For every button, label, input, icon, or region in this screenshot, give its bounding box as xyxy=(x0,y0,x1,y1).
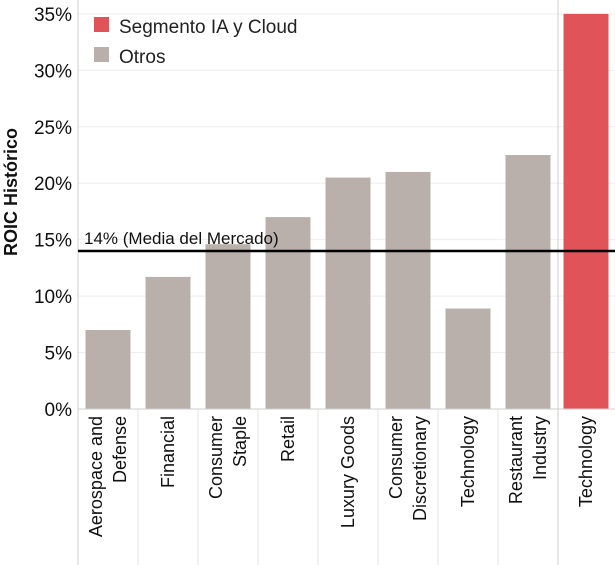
y-tick-labels: 0% 5% 10% 15% 20% 25% 30% 35% xyxy=(34,5,72,421)
category-label: Aerospace and xyxy=(86,416,106,537)
category-label: Technology xyxy=(576,416,596,507)
bar xyxy=(265,217,311,409)
y-tick-label: 30% xyxy=(34,61,72,82)
bar xyxy=(563,13,609,409)
category-label: Discretionary xyxy=(410,416,430,521)
category-label: Retail xyxy=(278,416,298,462)
reference-line-group: 14% (Media del Mercado) xyxy=(78,229,615,253)
y-tick-label: 25% xyxy=(34,118,72,139)
y-tick-label: 35% xyxy=(34,5,72,26)
reference-line-label: 14% (Media del Mercado) xyxy=(84,229,279,248)
category-label: Consumer xyxy=(206,416,226,499)
bar xyxy=(445,308,491,409)
y-tick-label: 15% xyxy=(34,231,72,252)
bars xyxy=(85,13,609,409)
bar xyxy=(145,276,191,409)
legend-swatch-ia-cloud xyxy=(94,17,109,32)
bar xyxy=(205,244,251,409)
bar xyxy=(85,329,131,409)
category-label: Consumer xyxy=(386,416,406,499)
axes xyxy=(77,0,615,565)
legend-label-ia-cloud: Segmento IA y Cloud xyxy=(119,17,298,38)
legend-label-otros: Otros xyxy=(119,47,165,68)
y-tick-label: 0% xyxy=(45,400,73,421)
bar xyxy=(385,171,431,409)
bar xyxy=(325,177,371,409)
category-label: Technology xyxy=(458,416,478,507)
category-label: Luxury Goods xyxy=(338,416,358,528)
y-axis-label: ROIC Histórico xyxy=(1,128,21,256)
category-label: Restaurant xyxy=(506,416,526,504)
category-label: Industry xyxy=(530,416,550,480)
category-label: Defense xyxy=(110,416,130,483)
category-labels: Aerospace and Defense Financial Consumer Sta… xyxy=(86,416,596,537)
category-label: Financial xyxy=(158,416,178,488)
y-tick-label: 20% xyxy=(34,174,72,195)
y-tick-label: 5% xyxy=(45,344,73,365)
legend-swatch-otros xyxy=(94,47,109,62)
legend: Segmento IA y Cloud Otros xyxy=(94,17,298,68)
y-tick-label: 10% xyxy=(34,287,72,308)
bar xyxy=(505,155,551,409)
category-label: Staple xyxy=(230,416,250,467)
